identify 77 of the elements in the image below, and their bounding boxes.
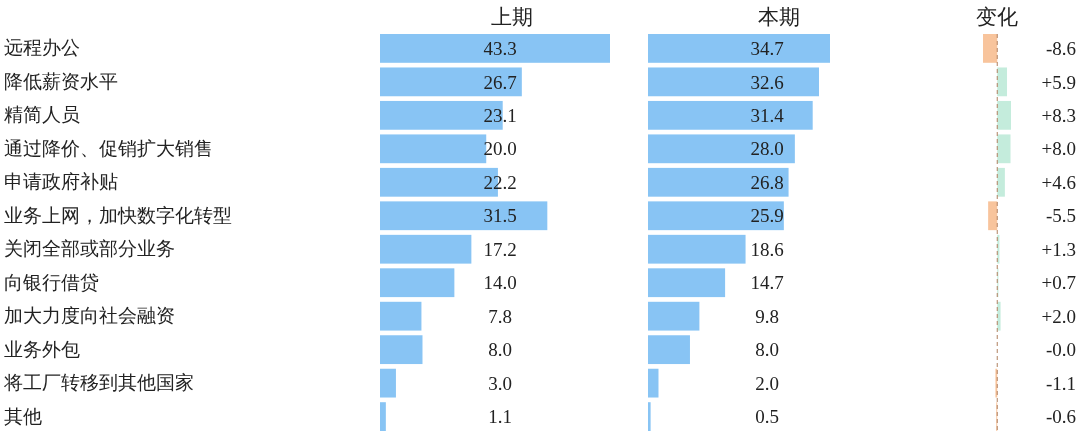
y-tick-label: 业务上网，加快数字化转型	[4, 203, 232, 226]
data-label: 43.3	[483, 38, 517, 60]
bar	[997, 67, 1008, 97]
bar	[380, 368, 396, 398]
bar	[648, 134, 795, 164]
bar	[648, 268, 726, 298]
data-label: +5.9	[1041, 71, 1076, 93]
chart-title: 变化	[976, 5, 1018, 29]
bar	[380, 301, 422, 331]
bar	[997, 134, 1011, 164]
bar	[648, 201, 784, 231]
data-label: 14.0	[483, 272, 517, 294]
chart-title: 上期	[491, 5, 533, 29]
bar	[648, 368, 659, 398]
data-label: +4.6	[1041, 171, 1076, 193]
data-label: -1.1	[1045, 372, 1076, 394]
data-label: +2.0	[1041, 305, 1076, 327]
bar	[988, 201, 998, 231]
data-label: 1.1	[488, 406, 512, 428]
data-label: -0.0	[1045, 339, 1076, 361]
y-tick-label: 加大力度向社会融资	[4, 304, 175, 327]
data-label: 17.2	[483, 238, 517, 260]
data-label: +8.3	[1041, 104, 1076, 126]
data-label: 25.9	[750, 205, 784, 227]
bar	[648, 301, 700, 331]
bar	[380, 67, 522, 97]
bar	[997, 167, 1005, 197]
data-label: -8.6	[1045, 38, 1076, 60]
data-label: 9.8	[755, 305, 779, 327]
data-label: +8.0	[1041, 138, 1076, 160]
data-label: +0.7	[1041, 272, 1076, 294]
data-label: 18.6	[750, 238, 784, 260]
data-label: 31.4	[750, 104, 785, 126]
data-label: 28.0	[750, 138, 784, 160]
data-label: 20.0	[483, 138, 517, 160]
bar	[380, 234, 472, 264]
bar	[380, 201, 548, 231]
data-label: -0.6	[1045, 406, 1076, 428]
data-label: 8.0	[755, 339, 779, 361]
y-tick-label: 关闭全部或部分业务	[4, 237, 175, 260]
bar	[648, 234, 746, 264]
bar	[380, 34, 610, 63]
data-label: 26.7	[483, 71, 517, 93]
data-label: 2.0	[755, 372, 779, 394]
data-label: 0.5	[755, 406, 779, 428]
bar	[648, 34, 830, 63]
data-label: 7.8	[488, 305, 512, 327]
y-tick-label: 申请政府补贴	[4, 170, 118, 193]
y-tick-label: 降低薪资水平	[4, 69, 118, 92]
y-tick-label: 向银行借贷	[4, 270, 99, 293]
y-tick-label: 其他	[4, 404, 42, 427]
y-tick-label: 精简人员	[4, 103, 80, 126]
bar	[648, 67, 819, 97]
bar	[997, 100, 1011, 130]
data-label: 3.0	[488, 372, 512, 394]
y-tick-label: 远程办公	[4, 36, 80, 59]
bar	[648, 402, 651, 431]
y-tick-label: 将工厂转移到其他国家	[3, 371, 194, 394]
data-label: -5.5	[1045, 205, 1076, 227]
y-tick-label: 通过降价、促销扩大销售	[4, 136, 213, 159]
data-label: 26.8	[750, 171, 784, 193]
data-label: 32.6	[750, 71, 784, 93]
bar	[380, 335, 423, 365]
bar	[380, 402, 386, 431]
data-label: 8.0	[488, 339, 512, 361]
data-label: 22.2	[483, 171, 517, 193]
bar	[983, 34, 998, 63]
data-label: +1.3	[1041, 238, 1076, 260]
data-label: 14.7	[750, 272, 784, 294]
bar	[648, 335, 690, 365]
data-label: 34.7	[750, 38, 784, 60]
bar	[648, 167, 789, 197]
data-label: 31.5	[483, 205, 517, 227]
bar	[648, 100, 813, 130]
bar	[380, 268, 455, 298]
chart-title: 本期	[758, 5, 800, 29]
y-tick-label: 业务外包	[4, 337, 80, 360]
